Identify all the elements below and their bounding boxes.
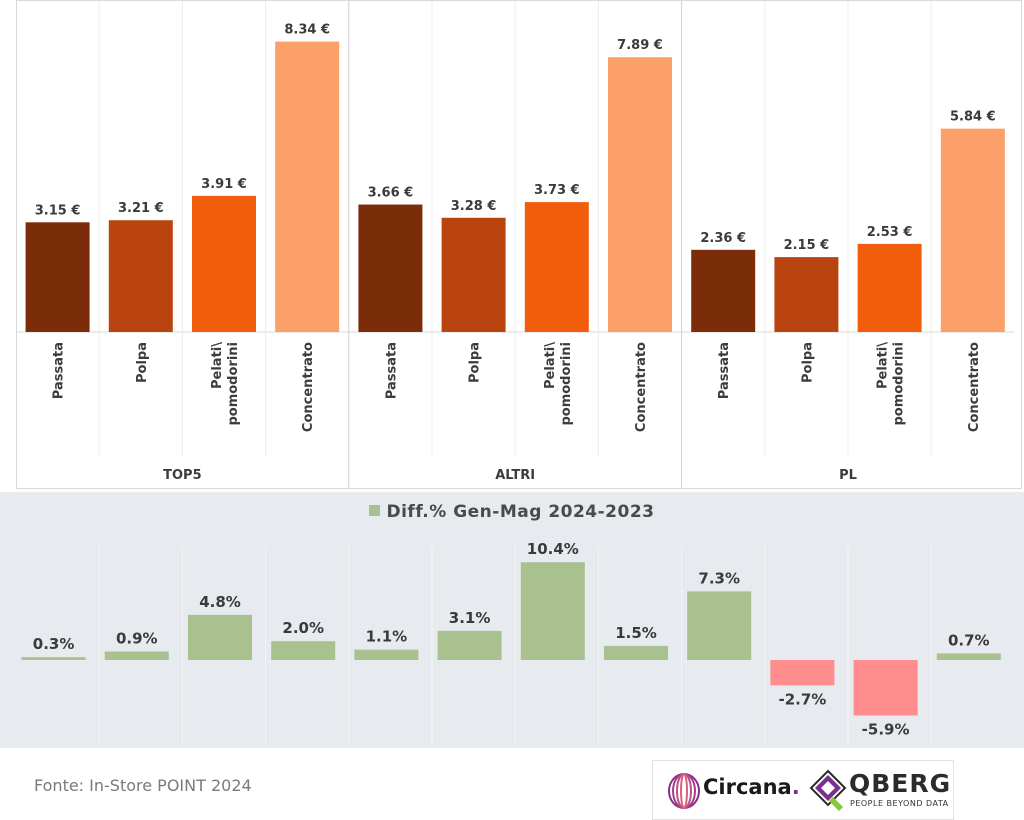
bar-pl-1 — [774, 257, 839, 332]
qberg-logo-text: QBERG — [849, 769, 952, 798]
category-label: Passata — [384, 342, 399, 399]
bar-altri-1 — [441, 217, 506, 332]
diff-label: 10.4% — [527, 540, 579, 558]
diff-bar-2 — [188, 614, 252, 660]
category-label: Polpa — [135, 342, 150, 383]
diff-label: 7.3% — [698, 569, 740, 587]
diff-label: 0.3% — [33, 635, 75, 653]
category-label: Polpa — [468, 342, 483, 383]
diff-bar-8 — [687, 591, 752, 660]
bar-top5-1 — [108, 220, 173, 332]
data-label: 3.15 € — [35, 203, 81, 218]
bar-altri-0 — [358, 204, 423, 332]
diff-legend: Diff.% Gen-Mag 2024-2023 — [0, 502, 1024, 522]
diff-bar-7 — [604, 645, 668, 660]
qberg-tagline: PEOPLE BEYOND DATA — [850, 799, 949, 808]
diff-bar-4 — [354, 649, 419, 660]
diff-label: -5.9% — [862, 720, 910, 738]
category-label: Polpa — [800, 342, 815, 383]
circana-logo-icon — [668, 773, 700, 809]
diff-label: 0.9% — [116, 630, 158, 648]
circana-logo-text: Circana. — [703, 775, 800, 799]
diff-label: 4.8% — [199, 593, 241, 611]
category-label: Concentrato — [967, 342, 982, 432]
data-label: 2.53 € — [867, 225, 913, 240]
diff-label: 3.1% — [449, 609, 491, 627]
diff-label: 0.7% — [948, 631, 990, 649]
group-label: ALTRI — [495, 468, 535, 483]
diff-chart-panel: Diff.% Gen-Mag 2024-2023 0.3% 0.9% 4.8% 2.0… — [0, 492, 1024, 748]
bar-altri-3 — [608, 57, 672, 333]
category-label: Pelati\pomodorini — [543, 342, 574, 426]
data-label: 3.73 € — [534, 183, 580, 198]
category-label: Passata — [717, 342, 732, 399]
bar-top5-2 — [192, 195, 256, 332]
diff-label: 1.1% — [366, 628, 408, 646]
category-label: Concentrato — [301, 342, 316, 432]
diff-bar-1 — [104, 651, 169, 660]
category-label: Pelati\pomodorini — [876, 342, 907, 426]
price-bar-chart-svg: 3.15 € Passata 3.21 € Polpa 3.91 € Pelati\pom… — [16, 0, 1015, 489]
bar-pl-2 — [857, 243, 922, 332]
data-label: 5.84 € — [950, 110, 996, 125]
diff-bar-6 — [520, 562, 585, 660]
group-label: TOP5 — [163, 468, 202, 483]
bar-pl-0 — [691, 249, 756, 332]
data-label: 3.66 € — [368, 186, 414, 201]
price-bar-chart: 3.15 € Passata 3.21 € Polpa 3.91 € Pelati\pom… — [16, 0, 1022, 489]
diff-bar-11 — [936, 653, 1001, 660]
legend-label: Diff.% Gen-Mag 2024-2023 — [386, 502, 655, 522]
data-label: 2.36 € — [700, 231, 746, 246]
bar-altri-2 — [524, 202, 589, 332]
category-label: Passata — [52, 342, 67, 399]
category-label: Pelati\pomodorini — [210, 342, 241, 426]
diff-bar-9 — [770, 660, 835, 686]
bar-top5-0 — [25, 222, 90, 332]
diff-bar-0 — [21, 657, 86, 660]
data-label: 3.91 € — [201, 177, 247, 192]
diff-label: 1.5% — [615, 624, 657, 642]
legend-swatch — [369, 505, 381, 516]
group-label: PL — [839, 468, 857, 483]
diff-label: 2.0% — [282, 619, 324, 637]
data-label: 8.34 € — [284, 23, 330, 38]
diff-bar-5 — [437, 630, 502, 660]
diff-bar-3 — [271, 641, 336, 660]
logos-box: Circana. QBERG PEOPLE BEYOND DATA — [652, 760, 954, 820]
diff-bar-chart-svg: 0.3% 0.9% 4.8% 2.0% 1.1% 3.1% 10.4% 1.5% 7.3% -2.… — [21, 540, 1001, 746]
data-label: 3.21 € — [118, 201, 164, 216]
data-label: 3.28 € — [451, 199, 497, 214]
data-label: 2.15 € — [784, 238, 830, 253]
category-label: Concentrato — [634, 342, 649, 432]
source-note: Fonte: In-Store POINT 2024 — [34, 776, 252, 795]
bar-pl-3 — [940, 128, 1005, 332]
qberg-logo-icon — [809, 769, 847, 811]
diff-bar-10 — [853, 660, 918, 716]
data-label: 7.89 € — [617, 38, 663, 53]
diff-label: -2.7% — [778, 690, 826, 708]
bar-top5-3 — [275, 41, 340, 332]
